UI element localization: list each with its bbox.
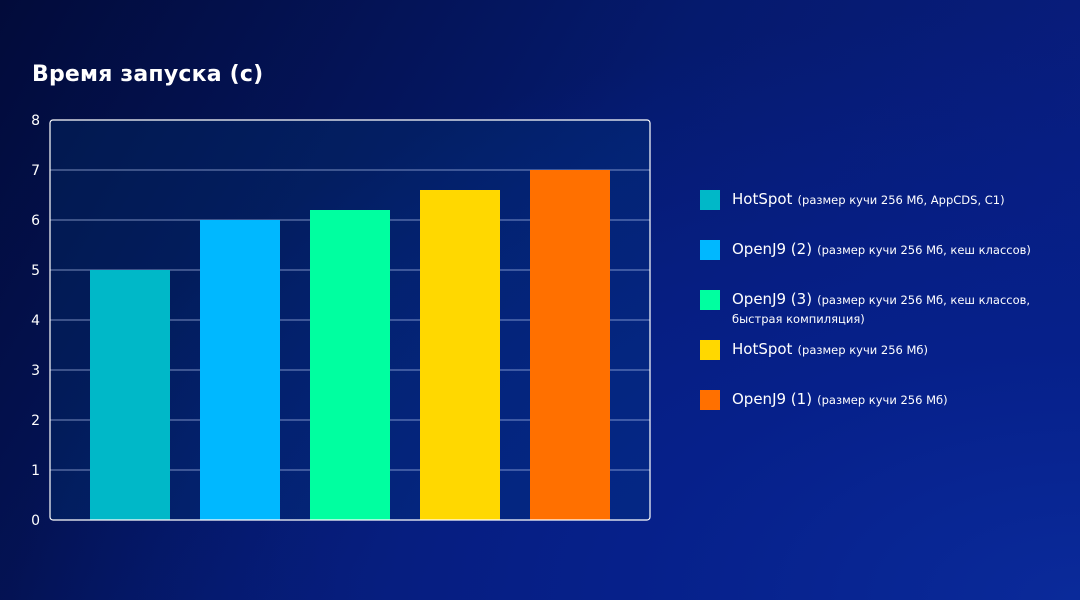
legend-name: HotSpot	[732, 340, 793, 358]
legend-swatch	[700, 340, 720, 360]
legend-item: OpenJ9 (2) (размер кучи 256 Мб, кеш клас…	[700, 240, 1062, 260]
bar	[310, 210, 390, 520]
legend-swatch	[700, 240, 720, 260]
legend-detail: (размер кучи 256 Мб)	[817, 393, 948, 407]
legend-text: OpenJ9 (3) (размер кучи 256 Мб, кеш клас…	[732, 290, 1062, 328]
y-tick-label: 4	[31, 313, 40, 329]
legend-name: OpenJ9 (2)	[732, 240, 813, 258]
y-tick-label: 5	[31, 263, 40, 279]
y-tick-label: 2	[31, 413, 40, 429]
legend-item: HotSpot (размер кучи 256 Мб)	[700, 340, 1062, 360]
legend-name: OpenJ9 (3)	[732, 290, 813, 308]
legend-text: HotSpot (размер кучи 256 Мб)	[732, 340, 1062, 359]
legend-swatch	[700, 290, 720, 310]
legend-text: HotSpot (размер кучи 256 Мб, AppCDS, C1)	[732, 190, 1062, 209]
legend-name: HotSpot	[732, 190, 793, 208]
legend-swatch	[700, 190, 720, 210]
legend-detail: (размер кучи 256 Мб, AppCDS, C1)	[797, 193, 1005, 207]
legend-item: OpenJ9 (3) (размер кучи 256 Мб, кеш клас…	[700, 290, 1062, 328]
y-tick-label: 8	[31, 113, 40, 129]
plot-border	[49, 119, 651, 521]
y-tick-label: 7	[31, 163, 40, 179]
chart-title: Время запуска (с)	[32, 62, 264, 87]
legend-name: OpenJ9 (1)	[732, 390, 813, 408]
legend-swatch	[700, 390, 720, 410]
legend-item: OpenJ9 (1) (размер кучи 256 Мб)	[700, 390, 1062, 410]
y-tick-label: 0	[31, 513, 40, 529]
legend-detail: (размер кучи 256 Мб, кеш классов)	[817, 243, 1031, 257]
bar	[530, 170, 610, 520]
bar	[420, 190, 500, 520]
legend-detail: (размер кучи 256 Мб)	[797, 343, 928, 357]
legend-item: HotSpot (размер кучи 256 Мб, AppCDS, C1)	[700, 190, 1062, 210]
legend-detail: (размер кучи 256 Мб, кеш классов, быстра…	[732, 293, 1031, 326]
bar	[200, 220, 280, 520]
y-tick-label: 6	[31, 213, 40, 229]
y-tick-label: 3	[31, 363, 40, 379]
legend-text: OpenJ9 (1) (размер кучи 256 Мб)	[732, 390, 1062, 409]
bar	[90, 270, 170, 520]
y-tick-label: 1	[31, 463, 40, 479]
legend-text: OpenJ9 (2) (размер кучи 256 Мб, кеш клас…	[732, 240, 1062, 259]
